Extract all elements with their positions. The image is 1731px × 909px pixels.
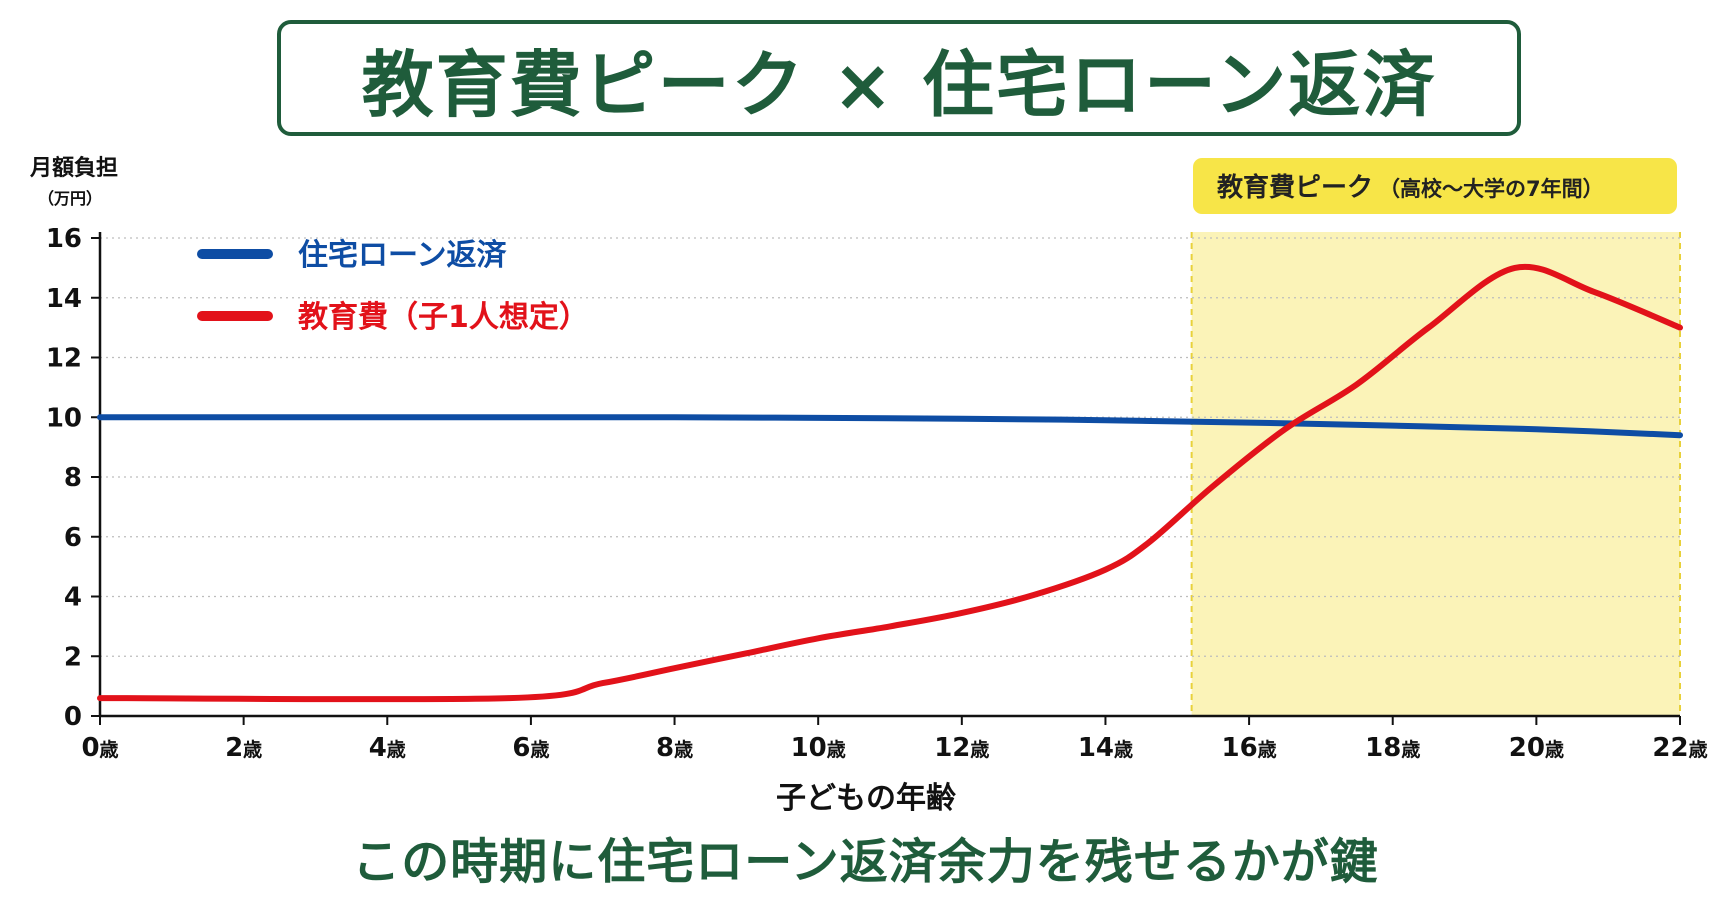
- x-tick-label: 0歳: [81, 733, 118, 763]
- x-tick-number: 20: [1509, 733, 1545, 763]
- x-axis-title: 子どもの年齢: [776, 781, 956, 816]
- x-tick-label: 16歳: [1221, 733, 1276, 763]
- x-tick-number: 0: [81, 733, 99, 763]
- x-tick-number: 18: [1365, 733, 1401, 763]
- y-tick-label: 10: [46, 403, 82, 433]
- x-tick-unit: 歳: [1545, 739, 1564, 761]
- x-tick-number: 22: [1652, 733, 1688, 763]
- x-tick-unit: 歳: [970, 739, 989, 761]
- x-tick-unit: 歳: [100, 739, 119, 761]
- peak-label-main: 教育費ピーク: [1217, 172, 1373, 203]
- x-tick-number: 8: [656, 733, 674, 763]
- x-tick-unit: 歳: [1689, 739, 1708, 761]
- x-tick-number: 12: [934, 733, 970, 763]
- x-tick-label: 8歳: [656, 733, 693, 763]
- x-tick-label: 22歳: [1652, 733, 1707, 763]
- x-tick-unit: 歳: [387, 739, 406, 761]
- y-tick-label: 4: [64, 583, 82, 613]
- x-tick-label: 20歳: [1509, 733, 1564, 763]
- x-tick-number: 6: [512, 733, 530, 763]
- peak-label-sub: （高校〜大学の7年間）: [1379, 177, 1604, 201]
- x-tick-number: 10: [791, 733, 827, 763]
- series-layer: [97, 263, 1683, 703]
- y-axis-title: 月額負担: [29, 155, 118, 181]
- y-tick-label: 16: [46, 224, 82, 254]
- x-tick-label: 18歳: [1365, 733, 1420, 763]
- x-tick-label: 6歳: [512, 733, 549, 763]
- y-tick-label: 2: [64, 642, 82, 672]
- bottom-caption: この時期に住宅ローン返済余力を残せるかが鍵: [352, 834, 1379, 890]
- loan-series-line: [97, 414, 1683, 439]
- x-tick-unit: 歳: [674, 739, 693, 761]
- y-tick-label: 8: [64, 463, 82, 493]
- x-tick-label: 2歳: [225, 733, 262, 763]
- y-axis-unit: （万円）: [38, 189, 102, 208]
- x-tick-number: 2: [225, 733, 243, 763]
- education-series-line: [97, 263, 1683, 703]
- legend-education-label: 教育費（子1人想定）: [298, 300, 589, 335]
- y-tick-label: 14: [46, 284, 82, 314]
- x-tick-label: 12歳: [934, 733, 989, 763]
- y-tick-label: 6: [64, 523, 82, 553]
- x-tick-label: 10歳: [791, 733, 846, 763]
- y-tick-label: 0: [64, 702, 82, 732]
- x-tick-label: 4歳: [369, 733, 406, 763]
- peak-region: [1191, 232, 1680, 716]
- x-tick-number: 16: [1221, 733, 1257, 763]
- x-tick-unit: 歳: [827, 739, 846, 761]
- legend-loan-label: 住宅ローン返済: [298, 238, 507, 273]
- x-tick-unit: 歳: [1258, 739, 1277, 761]
- title-box: 教育費ピーク × 住宅ローン返済: [277, 20, 1521, 136]
- x-tick-unit: 歳: [530, 739, 549, 761]
- x-tick-number: 14: [1078, 733, 1114, 763]
- x-tick-unit: 歳: [243, 739, 262, 761]
- x-tick-label: 14歳: [1078, 733, 1133, 763]
- highlight-layer: [1190, 232, 1681, 716]
- label-layer: 教育費ピーク （高校〜大学の7年間）: [1193, 158, 1677, 214]
- x-tick-number: 4: [369, 733, 387, 763]
- x-tick-unit: 歳: [1401, 739, 1420, 761]
- peak-label-box: [1193, 158, 1677, 214]
- chart-title: 教育費ピーク × 住宅ローン返済: [361, 42, 1437, 127]
- peak-label: 教育費ピーク （高校〜大学の7年間）: [1217, 172, 1604, 203]
- x-tick-unit: 歳: [1114, 739, 1133, 761]
- y-tick-label: 12: [46, 344, 82, 374]
